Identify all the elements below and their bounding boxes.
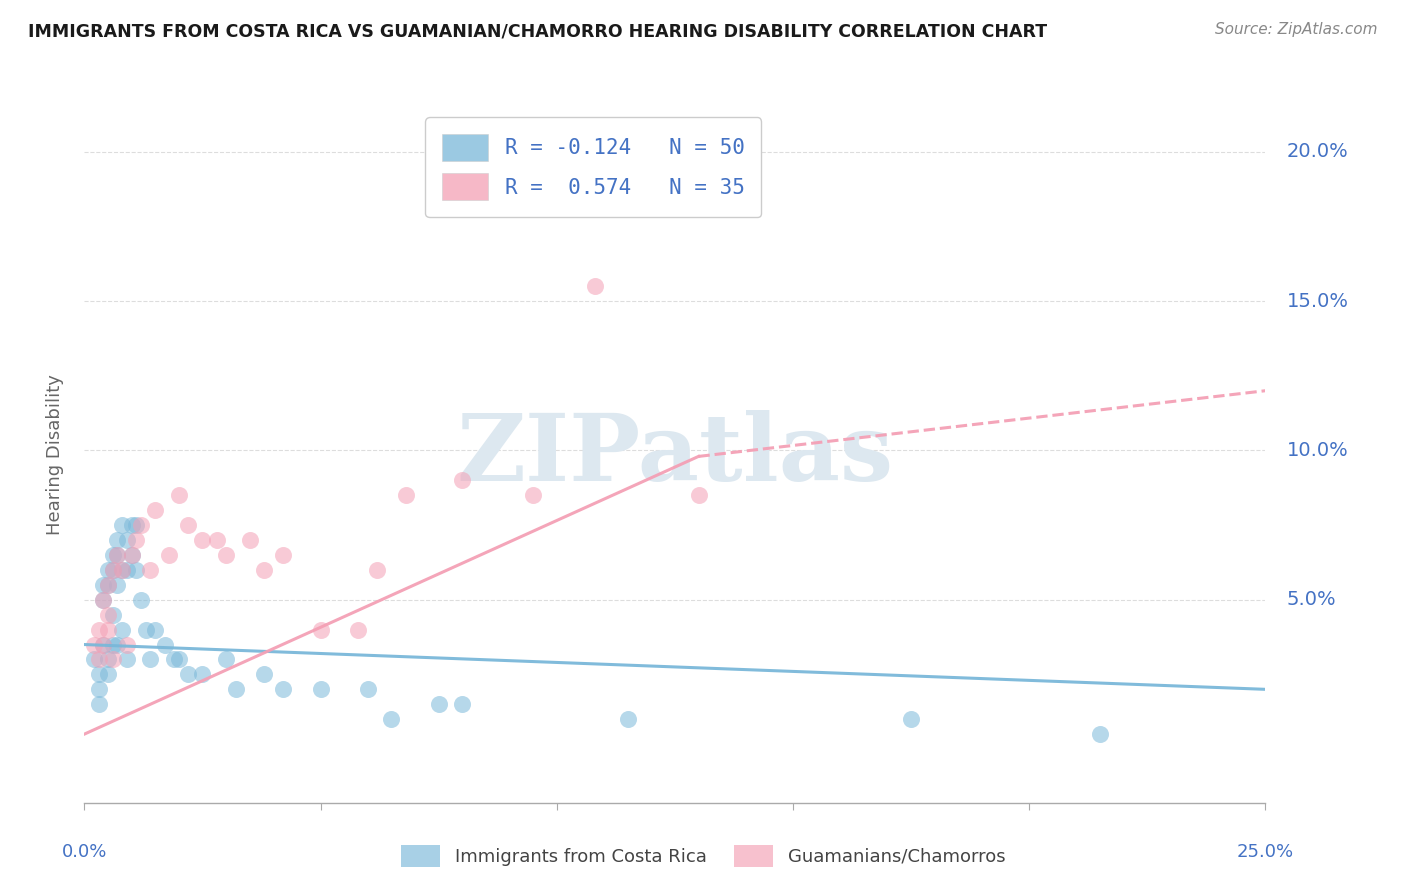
Point	[616, 712, 638, 726]
Point	[101, 652, 124, 666]
Point	[107, 548, 129, 562]
Point	[107, 578, 129, 592]
Point	[157, 548, 180, 562]
Point	[125, 518, 148, 533]
Point	[366, 563, 388, 577]
Point	[177, 667, 200, 681]
Point	[111, 518, 134, 533]
Point	[143, 503, 166, 517]
Point	[380, 712, 402, 726]
Point	[97, 667, 120, 681]
Point	[522, 488, 544, 502]
Point	[97, 578, 120, 592]
Point	[101, 638, 124, 652]
Point	[688, 488, 710, 502]
Point	[121, 548, 143, 562]
Point	[253, 667, 276, 681]
Point	[191, 667, 214, 681]
Point	[107, 533, 129, 547]
Point	[1088, 727, 1111, 741]
Point	[125, 533, 148, 547]
Point	[91, 592, 114, 607]
Point	[309, 682, 332, 697]
Point	[153, 638, 176, 652]
Point	[91, 638, 114, 652]
Point	[167, 488, 190, 502]
Point	[125, 563, 148, 577]
Point	[91, 578, 114, 592]
Point	[215, 652, 238, 666]
Point	[121, 548, 143, 562]
Text: Source: ZipAtlas.com: Source: ZipAtlas.com	[1215, 22, 1378, 37]
Text: IMMIGRANTS FROM COSTA RICA VS GUAMANIAN/CHAMORRO HEARING DISABILITY CORRELATION : IMMIGRANTS FROM COSTA RICA VS GUAMANIAN/…	[28, 22, 1047, 40]
Point	[451, 698, 474, 712]
Point	[129, 518, 152, 533]
Point	[107, 638, 129, 652]
Point	[129, 592, 152, 607]
Text: 5.0%: 5.0%	[1286, 591, 1336, 609]
Point	[394, 488, 416, 502]
Point	[97, 563, 120, 577]
Point	[215, 548, 238, 562]
Point	[101, 607, 124, 622]
Point	[115, 533, 138, 547]
Point	[97, 607, 120, 622]
Text: 10.0%: 10.0%	[1286, 441, 1348, 460]
Legend: R = -0.124   N = 50, R =  0.574   N = 35: R = -0.124 N = 50, R = 0.574 N = 35	[426, 118, 761, 217]
Y-axis label: Hearing Disability: Hearing Disability	[45, 375, 63, 535]
Point	[253, 563, 276, 577]
Point	[139, 652, 162, 666]
Text: 20.0%: 20.0%	[1286, 143, 1348, 161]
Point	[271, 682, 294, 697]
Point	[91, 638, 114, 652]
Point	[177, 518, 200, 533]
Point	[101, 563, 124, 577]
Point	[83, 638, 105, 652]
Point	[427, 698, 450, 712]
Point	[87, 667, 110, 681]
Point	[357, 682, 380, 697]
Text: ZIPatlas: ZIPatlas	[457, 410, 893, 500]
Point	[121, 518, 143, 533]
Point	[225, 682, 247, 697]
Point	[167, 652, 190, 666]
Point	[87, 682, 110, 697]
Point	[309, 623, 332, 637]
Point	[239, 533, 262, 547]
Point	[87, 698, 110, 712]
Point	[271, 548, 294, 562]
Text: 0.0%: 0.0%	[62, 843, 107, 861]
Point	[97, 652, 120, 666]
Point	[111, 623, 134, 637]
Point	[143, 623, 166, 637]
Point	[115, 563, 138, 577]
Point	[111, 563, 134, 577]
Point	[97, 623, 120, 637]
Point	[101, 563, 124, 577]
Point	[163, 652, 186, 666]
Point	[347, 623, 370, 637]
Text: 25.0%: 25.0%	[1237, 843, 1294, 861]
Point	[107, 548, 129, 562]
Point	[135, 623, 157, 637]
Point	[97, 578, 120, 592]
Point	[87, 652, 110, 666]
Point	[191, 533, 214, 547]
Point	[139, 563, 162, 577]
Point	[115, 652, 138, 666]
Point	[583, 279, 606, 293]
Point	[451, 473, 474, 487]
Point	[205, 533, 228, 547]
Legend: Immigrants from Costa Rica, Guamanians/Chamorros: Immigrants from Costa Rica, Guamanians/C…	[394, 838, 1012, 874]
Point	[91, 592, 114, 607]
Point	[111, 563, 134, 577]
Point	[101, 548, 124, 562]
Text: 15.0%: 15.0%	[1286, 292, 1348, 310]
Point	[87, 623, 110, 637]
Point	[83, 652, 105, 666]
Point	[900, 712, 922, 726]
Point	[115, 638, 138, 652]
